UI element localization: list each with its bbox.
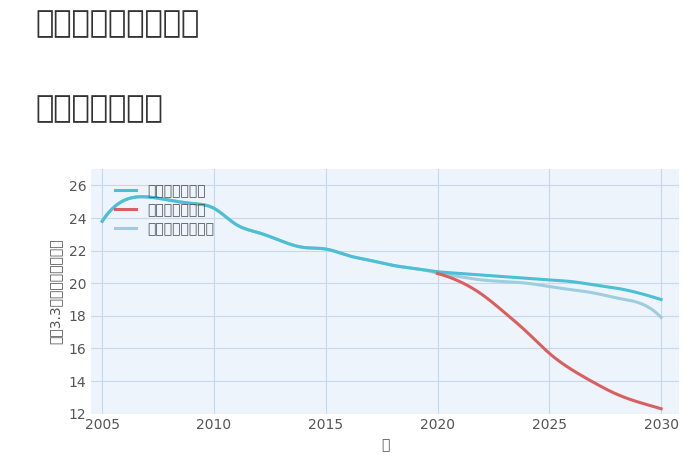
ノーマルシナリオ [434, 271, 442, 276]
グッドシナリオ [566, 279, 574, 284]
Legend: グッドシナリオ, バッドシナリオ, ノーマルシナリオ: グッドシナリオ, バッドシナリオ, ノーマルシナリオ [110, 179, 220, 242]
グッドシナリオ [566, 279, 575, 284]
グッドシナリオ [657, 297, 665, 302]
バッドシナリオ [434, 271, 442, 276]
ノーマルシナリオ [622, 297, 630, 303]
ノーマルシナリオ [566, 287, 574, 292]
バッドシナリオ [566, 366, 574, 371]
バッドシナリオ [636, 400, 645, 406]
グッドシナリオ [636, 290, 645, 296]
ノーマルシナリオ [566, 287, 575, 292]
バッドシナリオ [433, 271, 442, 276]
バッドシナリオ [622, 395, 630, 401]
Line: グッドシナリオ: グッドシナリオ [438, 272, 661, 299]
グッドシナリオ [570, 279, 579, 285]
ノーマルシナリオ [433, 271, 442, 276]
X-axis label: 年: 年 [381, 438, 389, 452]
ノーマルシナリオ [636, 300, 645, 306]
グッドシナリオ [434, 269, 442, 275]
Y-axis label: 坪（3.3㎡）単価（万円）: 坪（3.3㎡）単価（万円） [49, 239, 63, 344]
Text: 土地の価格推移: 土地の価格推移 [35, 94, 162, 123]
バッドシナリオ [570, 368, 579, 374]
グッドシナリオ [433, 269, 442, 274]
Text: 兵庫県姫路市飾西の: 兵庫県姫路市飾西の [35, 9, 200, 39]
ノーマルシナリオ [570, 287, 579, 293]
バッドシナリオ [657, 406, 665, 412]
ノーマルシナリオ [657, 314, 665, 320]
Line: バッドシナリオ: バッドシナリオ [438, 274, 661, 409]
Line: ノーマルシナリオ: ノーマルシナリオ [438, 274, 661, 317]
グッドシナリオ [622, 287, 630, 293]
バッドシナリオ [566, 366, 575, 372]
